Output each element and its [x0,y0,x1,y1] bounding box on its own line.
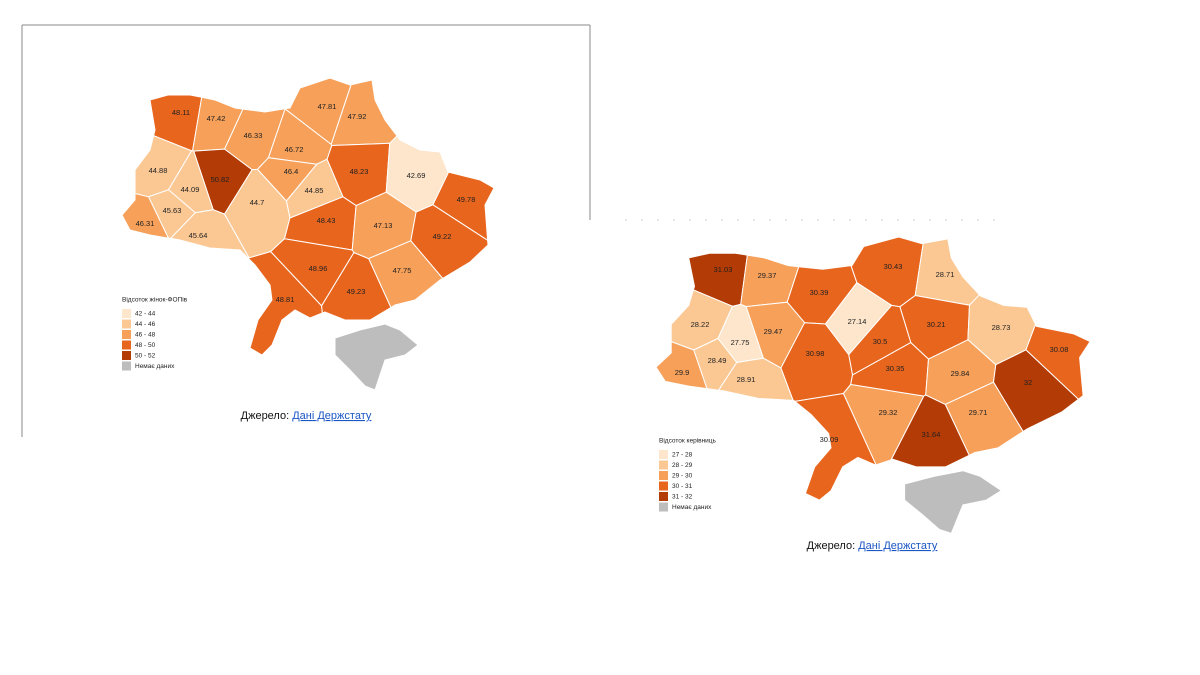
region-value: 29.84 [951,369,970,378]
region-value: 44.85 [305,186,324,195]
region-value: 30.39 [810,288,829,297]
region-value: 42.69 [407,171,426,180]
legend-swatch [659,450,668,459]
source-prefix: Джерело: [807,540,859,552]
legend-swatch [659,492,668,501]
legend-swatch [122,351,131,360]
region-value: 32 [1024,378,1032,387]
legend-label: 31 - 32 [672,494,693,501]
region [717,357,794,402]
region-value: 46.72 [285,145,304,154]
region-value: 48.96 [309,264,328,273]
legend-title: Відсоток керівниць [659,437,717,445]
legend-swatch [122,340,131,350]
region-value: 28.49 [708,356,727,365]
legend-swatch [122,309,131,318]
region-value: 45.63 [163,206,182,215]
region-value: 30.09 [820,435,839,444]
region [793,392,877,501]
map: 48.11 47.42 46.33 47.81 47.92 46.72 44.88 50.82… [121,77,495,422]
region-value: 30.35 [886,364,905,373]
legend-swatch [122,330,131,339]
legend-label: Немає даних [135,363,175,370]
region-value: 47.42 [207,114,226,123]
region-value: 44.09 [181,185,200,194]
region-value: 48.11 [172,108,190,117]
region [247,251,323,356]
region-value: 49.22 [433,232,452,241]
legend-label: 46 - 48 [135,332,156,339]
region-value: 28.22 [691,320,710,329]
region-value: 49.23 [347,287,366,296]
region-value: 30.5 [873,337,888,346]
source-link[interactable]: Дані Держстату [858,540,938,552]
no-data-region [334,323,419,391]
source: Джерело: Дані Держстату [241,410,372,422]
region-value: 29.71 [969,408,988,417]
region-value: 45.64 [189,231,208,240]
region-value: 50.82 [211,175,230,184]
region [121,192,170,239]
legend-label: Немає даних [672,504,712,511]
region [321,251,392,321]
region-value: 31.64 [922,430,941,439]
region-value: 47.13 [374,221,393,230]
region-value: 28.71 [936,270,955,279]
region [890,394,970,468]
region-value: 49.78 [457,195,476,204]
region [655,340,708,390]
region-value: 46.31 [136,219,155,228]
region-value: 48.43 [317,216,336,225]
legend-label: 29 - 30 [672,473,693,480]
legend-swatch [122,319,131,329]
region-value: 30.98 [806,349,825,358]
source-prefix: Джерело: [241,410,293,422]
source: Джерело: Дані Держстату [807,540,938,552]
legend-label: 28 - 29 [672,462,693,469]
region-value: 30.21 [927,320,946,329]
frame [21,24,1000,437]
legend-label: 42 - 44 [135,311,156,318]
region-value: 46.33 [244,131,263,140]
region-value: 27.75 [731,338,750,347]
region-value: 29.47 [764,327,783,336]
source-link[interactable]: Дані Держстату [292,410,372,422]
legend-label: 48 - 50 [135,342,156,349]
region-value: 46.4 [284,167,299,176]
region-value: 27.14 [848,317,867,326]
legend-swatch [122,361,131,371]
region-value: 29.9 [675,368,690,377]
legend-label: 27 - 28 [672,452,693,459]
legend-swatch [659,502,668,512]
legend-label: 30 - 31 [672,483,693,490]
region-value: 28.73 [992,323,1011,332]
legend-swatch [659,471,668,480]
region-value: 30.08 [1050,345,1069,354]
region-value: 44.88 [149,166,168,175]
region-value: 31.03 [714,265,733,274]
legend-label: 44 - 46 [135,321,156,328]
region-value: 44.7 [250,198,265,207]
region-value: 29.32 [879,408,898,417]
region-value: 47.75 [393,266,412,275]
no-data-region [904,470,1003,535]
map: 31.03 29.37 30.39 30.43 28.71 28.22 27.75 29.47… [655,236,1091,552]
region-value: 47.81 [318,102,337,111]
region-value: 30.43 [884,262,903,271]
legend-swatch [659,460,668,470]
legend-title: Відсоток жінок-ФОПів [122,296,188,304]
region-value: 48.23 [350,167,369,176]
region-value: 48.81 [276,295,295,304]
region-value: 28.91 [737,375,756,384]
legend-swatch [659,481,668,491]
region-value: 29.37 [758,271,777,280]
region [169,209,250,260]
region [367,240,444,309]
legend-label: 50 - 52 [135,353,156,360]
region-value: 47.92 [348,112,367,121]
